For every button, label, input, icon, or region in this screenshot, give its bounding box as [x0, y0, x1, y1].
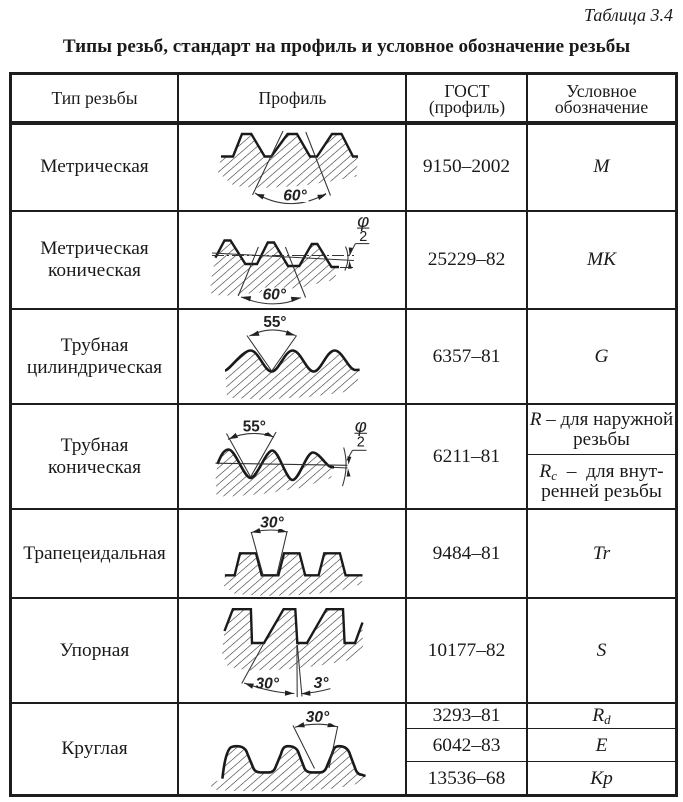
svg-text:30°: 30° [306, 709, 330, 726]
svg-text:φ: φ [357, 210, 369, 231]
svg-text:30°: 30° [260, 515, 284, 532]
svg-text:30°: 30° [255, 676, 279, 693]
svg-text:2: 2 [359, 229, 367, 245]
svg-text:55°: 55° [243, 419, 266, 436]
svg-text:60°: 60° [263, 287, 287, 304]
svg-text:3°: 3° [314, 675, 330, 692]
svg-text:2: 2 [357, 435, 365, 451]
svg-text:60°: 60° [283, 187, 307, 204]
svg-text:55°: 55° [263, 314, 286, 331]
svg-text:φ: φ [355, 415, 367, 436]
